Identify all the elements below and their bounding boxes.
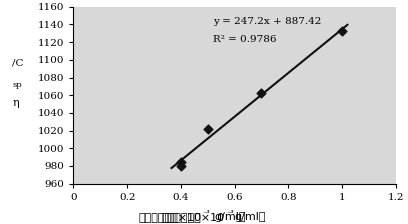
Text: 壳聚糖浓度（×10: 壳聚糖浓度（×10: [161, 212, 224, 222]
Point: [177, 161, 184, 164]
Text: sp: sp: [12, 81, 22, 89]
Point: [258, 91, 265, 94]
Text: ⁻³: ⁻³: [202, 209, 210, 218]
Point: [177, 164, 184, 168]
Text: y = 247.2x + 887.42: y = 247.2x + 887.42: [213, 17, 322, 26]
Text: g/ml）: g/ml）: [214, 212, 246, 222]
Text: η: η: [12, 98, 19, 108]
Point: [204, 127, 211, 131]
Text: ⁻³: ⁻³: [226, 209, 234, 218]
Text: 壳聚糖浓度（×10: 壳聚糖浓度（×10: [139, 212, 202, 222]
Text: g/ml）: g/ml）: [235, 212, 266, 222]
Text: /C: /C: [12, 58, 24, 67]
Point: [339, 30, 345, 33]
Text: R² = 0.9786: R² = 0.9786: [213, 35, 277, 44]
